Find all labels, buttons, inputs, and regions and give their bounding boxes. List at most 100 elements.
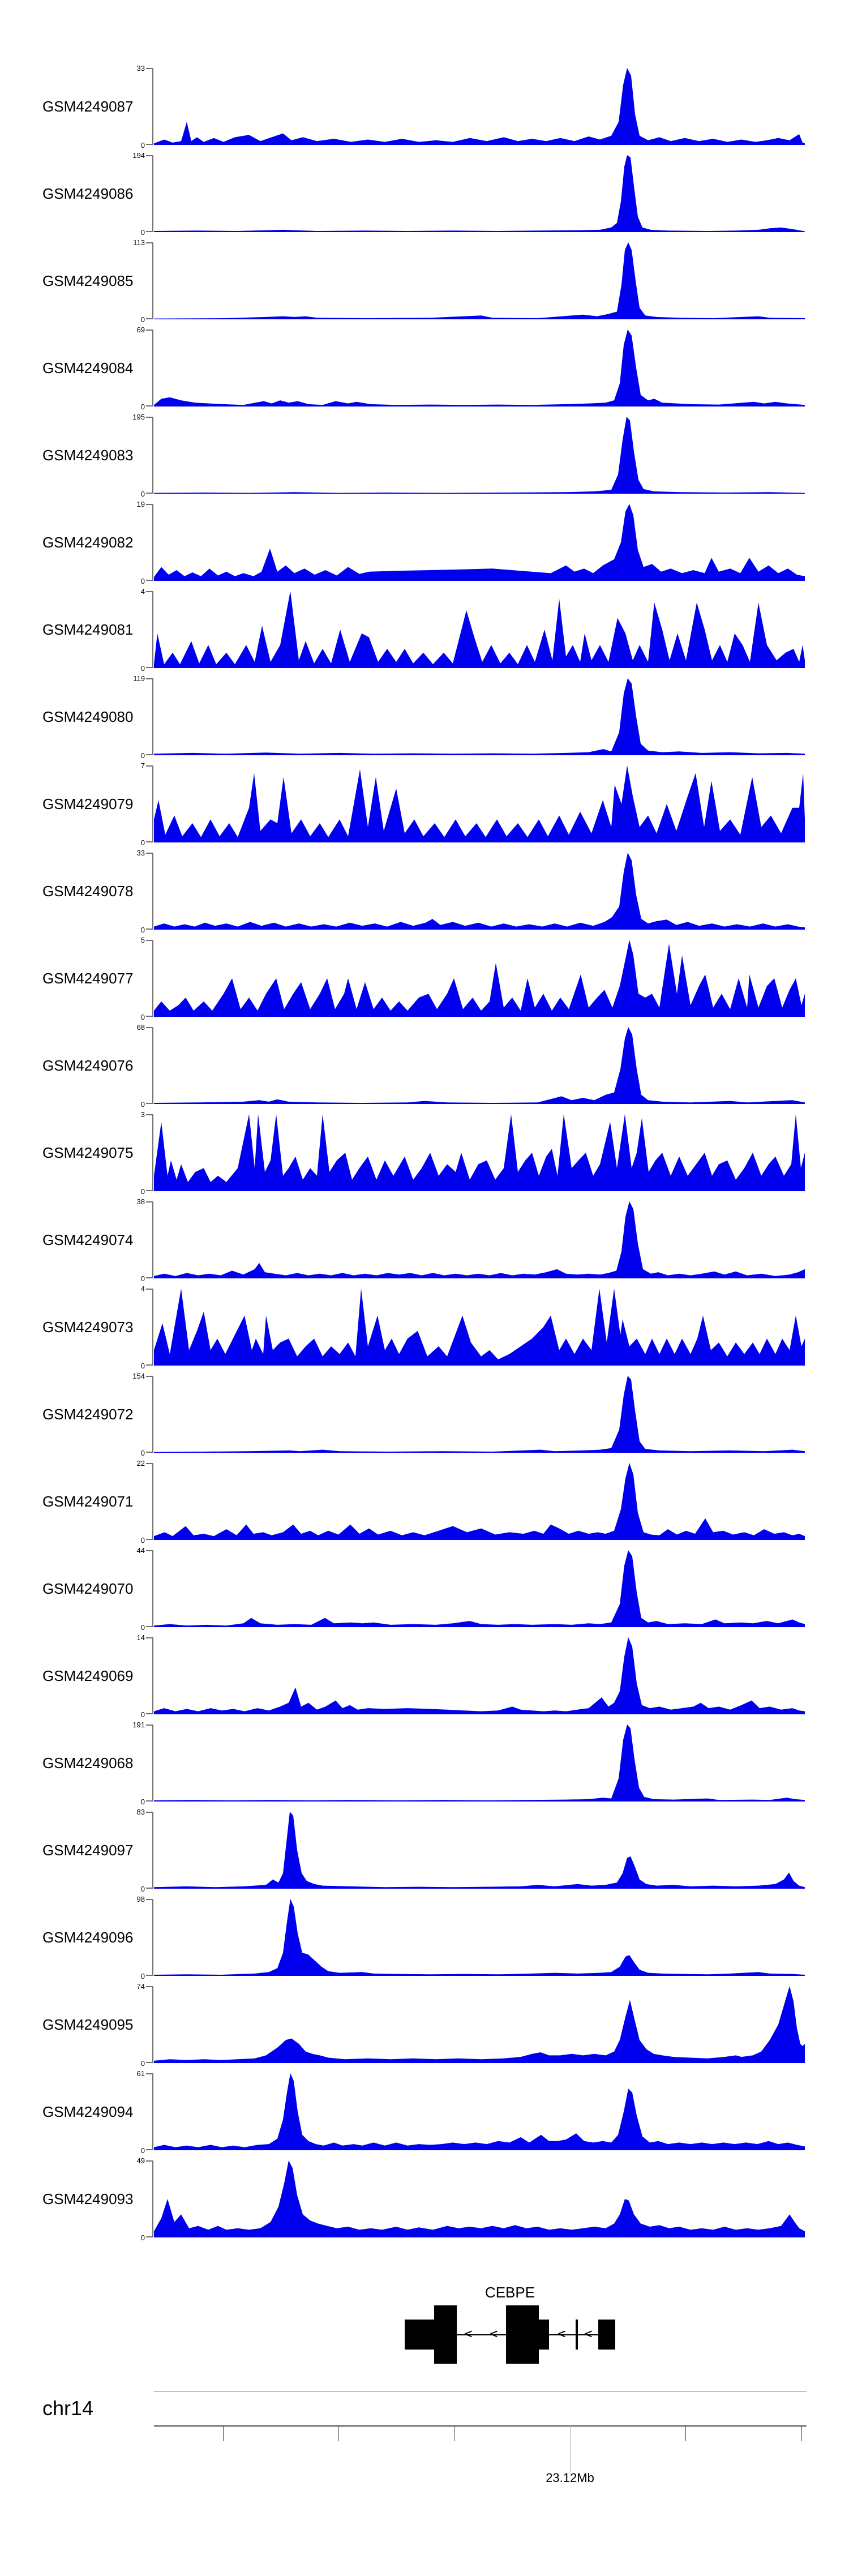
yaxis-max-label: 22 xyxy=(136,1459,145,1467)
yaxis-line xyxy=(152,1899,153,1976)
yaxis-zero-label: 0 xyxy=(140,315,145,324)
yaxis-zero-label: 0 xyxy=(140,1536,145,1544)
yaxis-tick xyxy=(146,144,153,145)
exon-utr-box xyxy=(539,2320,549,2350)
yaxis-max-label: 119 xyxy=(133,674,145,683)
track-label: GSM4249076 xyxy=(42,1057,134,1074)
yaxis-tick xyxy=(146,1899,153,1900)
yaxis-tick xyxy=(146,1364,153,1366)
yaxis-tick xyxy=(146,1713,153,1714)
yaxis-zero-label: 0 xyxy=(140,577,145,585)
yaxis-max-label: 69 xyxy=(136,326,145,334)
yaxis-zero-label: 0 xyxy=(140,926,145,934)
yaxis-line xyxy=(152,2160,153,2237)
coverage-signal xyxy=(154,1201,805,1278)
yaxis-max-label: 195 xyxy=(132,413,145,421)
yaxis-tick xyxy=(146,1201,153,1203)
yaxis-zero-label: 0 xyxy=(140,490,145,498)
yaxis-line xyxy=(152,1725,153,1802)
yaxis-tick xyxy=(146,667,153,668)
yaxis-line xyxy=(152,1289,153,1366)
yaxis-tick xyxy=(146,493,153,494)
exon-utr-box xyxy=(576,2320,578,2350)
yaxis-tick xyxy=(146,68,153,69)
coverage-signal xyxy=(154,1376,805,1453)
gene-name-label: CEBPE xyxy=(484,2284,535,2301)
yaxis-tick xyxy=(146,504,153,505)
coverage-signal xyxy=(154,853,805,930)
yaxis-zero-label: 0 xyxy=(140,1972,145,1980)
yaxis-tick xyxy=(146,405,153,406)
coverage-signal xyxy=(154,1114,805,1191)
track-label: GSM4249075 xyxy=(42,1144,134,1161)
yaxis-line xyxy=(152,1812,153,1889)
yaxis-zero-label: 0 xyxy=(140,1187,145,1196)
coverage-signal xyxy=(154,504,805,581)
track-label: GSM4249069 xyxy=(42,1667,134,1684)
track-label: GSM4249077 xyxy=(42,970,134,987)
yaxis-tick xyxy=(146,1463,153,1464)
yaxis-line xyxy=(152,1201,153,1278)
yaxis-tick xyxy=(146,1539,153,1540)
yaxis-line xyxy=(152,1637,153,1714)
yaxis-tick xyxy=(146,1812,153,1813)
yaxis-max-label: 33 xyxy=(136,64,145,72)
yaxis-max-label: 74 xyxy=(136,1982,145,1991)
yaxis-max-label: 194 xyxy=(132,151,145,160)
yaxis-tick xyxy=(146,231,153,232)
yaxis-tick xyxy=(146,330,153,331)
yaxis-zero-label: 0 xyxy=(140,1362,145,1370)
yaxis-zero-label: 0 xyxy=(140,228,145,237)
yaxis-tick xyxy=(146,1289,153,1290)
yaxis-tick xyxy=(146,1103,153,1104)
yaxis-max-label: 191 xyxy=(132,1721,145,1729)
coverage-signal xyxy=(154,155,805,232)
yaxis-tick xyxy=(146,580,153,581)
yaxis-max-label: 83 xyxy=(136,1808,145,1816)
axis-major-tick xyxy=(570,2425,571,2472)
yaxis-max-label: 14 xyxy=(136,1633,145,1642)
axis-tick xyxy=(454,2425,455,2441)
coverage-signal xyxy=(154,1899,805,1976)
coverage-signal xyxy=(154,2160,805,2237)
yaxis-line xyxy=(152,940,153,1017)
coverage-signal xyxy=(154,1986,805,2063)
track-label: GSM4249081 xyxy=(42,621,134,638)
coverage-signal xyxy=(154,1812,805,1889)
yaxis-tick xyxy=(146,1626,153,1627)
yaxis-max-label: 49 xyxy=(136,2156,145,2165)
yaxis-zero-label: 0 xyxy=(140,2146,145,2155)
chromosome-name-label: chr14 xyxy=(42,2397,94,2420)
track-label: GSM4249093 xyxy=(42,2190,134,2207)
coverage-signal xyxy=(154,1637,805,1714)
yaxis-line xyxy=(152,242,153,319)
axis-baseline xyxy=(154,2425,807,2427)
track-label: GSM4249072 xyxy=(42,1406,134,1423)
track-label: GSM4249079 xyxy=(42,795,134,812)
yaxis-max-label: 113 xyxy=(133,238,145,247)
yaxis-tick xyxy=(146,1027,153,1028)
yaxis-zero-label: 0 xyxy=(140,1449,145,1457)
yaxis-tick xyxy=(146,841,153,842)
yaxis-zero-label: 0 xyxy=(140,2233,145,2242)
axis-tick xyxy=(338,2425,339,2441)
track-label: GSM4249078 xyxy=(42,883,134,900)
yaxis-tick xyxy=(146,1376,153,1377)
yaxis-tick xyxy=(146,928,153,930)
yaxis-zero-label: 0 xyxy=(140,1623,145,1632)
yaxis-line xyxy=(152,1463,153,1540)
yaxis-tick xyxy=(146,1452,153,1453)
yaxis-zero-label: 0 xyxy=(140,2059,145,2068)
track-label: GSM4249096 xyxy=(42,1929,134,1946)
track-label: GSM4249095 xyxy=(42,2016,134,2033)
yaxis-zero-label: 0 xyxy=(140,1885,145,1893)
coverage-signal xyxy=(154,330,805,406)
yaxis-line xyxy=(152,155,153,232)
strand-direction-arrow-icon: < xyxy=(558,2326,566,2342)
coverage-signal xyxy=(154,1725,805,1802)
yaxis-zero-label: 0 xyxy=(140,664,145,673)
yaxis-line xyxy=(152,330,153,406)
track-label: GSM4249083 xyxy=(42,447,134,464)
yaxis-tick xyxy=(146,1975,153,1976)
yaxis-max-label: 4 xyxy=(140,587,145,596)
